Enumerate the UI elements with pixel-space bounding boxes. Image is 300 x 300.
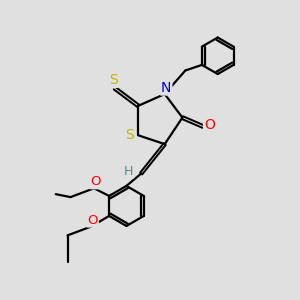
Text: O: O	[204, 118, 215, 132]
Text: H: H	[124, 165, 134, 178]
Text: N: N	[161, 81, 171, 94]
Text: O: O	[87, 214, 98, 226]
Text: S: S	[125, 128, 134, 142]
Text: O: O	[90, 175, 101, 188]
Text: S: S	[109, 73, 118, 87]
